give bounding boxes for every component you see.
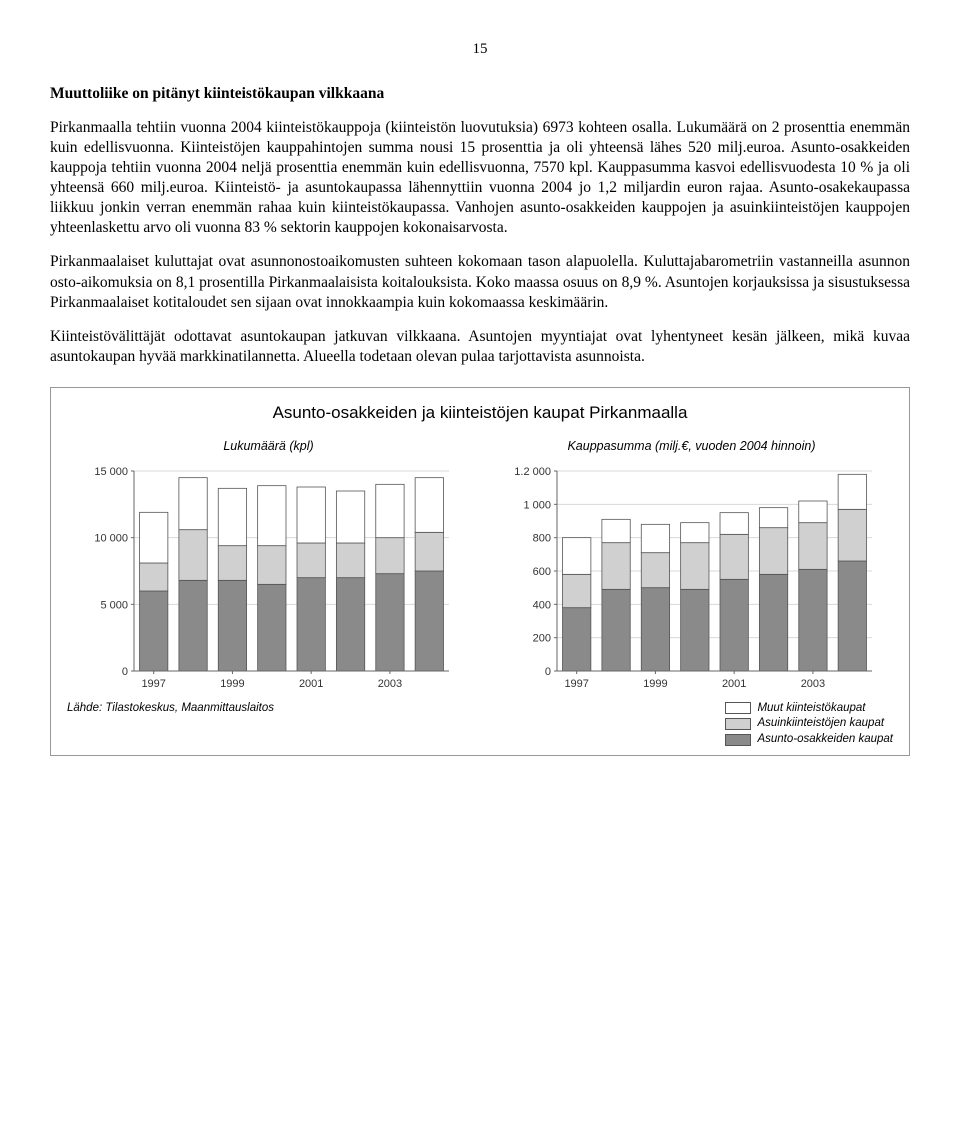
svg-text:1 000: 1 000 <box>523 499 551 511</box>
chart-left-subtitle: Lukumäärä (kpl) <box>223 438 313 454</box>
legend-label-0: Muut kiinteistökaupat <box>757 701 865 716</box>
legend-swatch-1 <box>725 718 751 730</box>
svg-text:600: 600 <box>532 566 550 578</box>
paragraph-3: Kiinteistövälittäjät odottavat asuntokau… <box>50 327 910 367</box>
chart-legend: Muut kiinteistökaupat Asuinkiinteistöjen… <box>725 701 893 748</box>
page-number: 15 <box>50 40 910 60</box>
svg-text:800: 800 <box>532 532 550 544</box>
svg-text:1.2 000: 1.2 000 <box>514 466 551 478</box>
svg-text:0: 0 <box>544 666 550 678</box>
svg-text:2003: 2003 <box>377 678 401 690</box>
chart-right: Kauppasumma (milj.€, vuoden 2004 hinnoin… <box>490 438 893 694</box>
chart-panel: Asunto-osakkeiden ja kiinteistöjen kaupa… <box>50 387 910 756</box>
svg-text:2003: 2003 <box>800 678 824 690</box>
svg-text:1997: 1997 <box>564 678 588 690</box>
legend-swatch-2 <box>725 734 751 746</box>
legend-item-2: Asunto-osakkeiden kaupat <box>725 732 893 747</box>
svg-text:2001: 2001 <box>298 678 322 690</box>
chart-source: Lähde: Tilastokeskus, Maanmittauslaitos <box>67 701 274 716</box>
svg-text:10 000: 10 000 <box>94 532 128 544</box>
legend-item-1: Asuinkiinteistöjen kaupat <box>725 716 893 731</box>
svg-text:200: 200 <box>532 632 550 644</box>
svg-text:400: 400 <box>532 599 550 611</box>
legend-item-0: Muut kiinteistökaupat <box>725 701 893 716</box>
svg-text:0: 0 <box>121 666 127 678</box>
chart-title: Asunto-osakkeiden ja kiinteistöjen kaupa… <box>67 402 893 424</box>
chart-right-subtitle: Kauppasumma (milj.€, vuoden 2004 hinnoin… <box>567 438 815 454</box>
chart-right-svg: 0 200 400 600 800 1 000 1.2 000 1997 1999 2001 200… <box>502 465 882 695</box>
legend-label-2: Asunto-osakkeiden kaupat <box>757 732 893 747</box>
svg-text:1999: 1999 <box>220 678 244 690</box>
chart-left: Lukumäärä (kpl) 0 5 000 10 000 15 000 1997 19… <box>67 438 470 694</box>
chart-left-svg: 0 5 000 10 000 15 000 1997 1999 2001 2003 <box>79 465 459 695</box>
svg-text:5 000: 5 000 <box>100 599 128 611</box>
section-heading: Muuttoliike on pitänyt kiinteistökaupan … <box>50 84 910 104</box>
paragraph-2: Pirkanmaalaiset kuluttajat ovat asunnono… <box>50 252 910 312</box>
svg-text:1997: 1997 <box>141 678 165 690</box>
svg-text:2001: 2001 <box>721 678 745 690</box>
svg-text:1999: 1999 <box>643 678 667 690</box>
paragraph-1: Pirkanmaalla tehtiin vuonna 2004 kiintei… <box>50 118 910 239</box>
legend-swatch-0 <box>725 702 751 714</box>
svg-text:15 000: 15 000 <box>94 466 128 478</box>
legend-label-1: Asuinkiinteistöjen kaupat <box>757 716 884 731</box>
